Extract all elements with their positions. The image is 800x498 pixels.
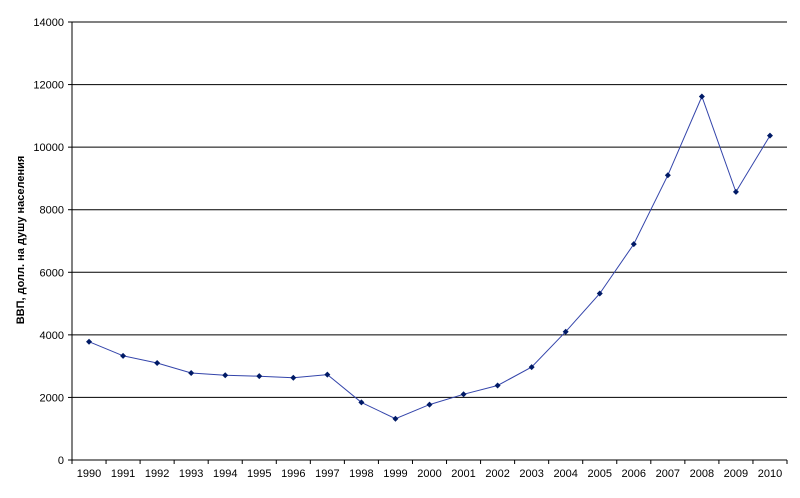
data-point [562,328,569,335]
data-point [154,360,161,367]
y-tick-label: 12000 [33,80,64,92]
data-point [86,338,93,345]
x-tick-label: 1994 [213,468,237,480]
data-point [664,172,671,179]
gridlines [72,21,787,398]
data-point [188,370,195,377]
x-tick-label: 2001 [451,468,475,480]
x-tick-label: 2009 [724,468,748,480]
data-point [460,391,467,398]
x-tick-label: 1999 [383,468,407,480]
y-tick-labels: 0 2000 4000 6000 8000 10000 12000 14000 [33,17,64,467]
x-tick-label: 1990 [77,468,101,480]
x-tick-label: 1996 [281,468,305,480]
x-tick-label: 2008 [690,468,714,480]
y-tick-label: 0 [58,455,64,467]
data-point [596,290,603,297]
x-tick-label: 2000 [417,468,441,480]
data-point [494,382,501,389]
x-tick-label: 2004 [553,468,577,480]
x-tick-labels: 1990 1991 1992 1993 1994 1995 1996 1997 1998 1999… [77,468,782,480]
x-tick-label: 1997 [315,468,339,480]
y-axis-label: ВВП, долл. на душу населения [15,156,27,325]
x-tick-label: 2003 [519,468,543,480]
data-point [222,372,229,379]
data-point [630,241,637,248]
y-tick-label: 2000 [40,392,64,404]
y-tick-label: 8000 [40,205,64,217]
y-tick-label: 6000 [40,267,64,279]
data-point [290,374,297,381]
x-tick-label: 1992 [145,468,169,480]
data-point [698,93,705,100]
axes [68,21,788,464]
data-point [392,415,399,422]
y-tick-label: 4000 [40,330,64,342]
x-tick-label: 1991 [111,468,135,480]
data-point [426,401,433,408]
data-point [732,188,739,195]
x-tick-label: 2010 [758,468,782,480]
x-tick-label: 1995 [247,468,271,480]
data-point [324,371,331,378]
x-tick-label: 2002 [485,468,509,480]
x-tick-label: 2007 [656,468,680,480]
y-tick-label: 10000 [33,142,64,154]
data-point [256,373,263,380]
data-point [766,132,773,139]
x-tick-label: 1998 [349,468,373,480]
x-tick-label: 1993 [179,468,203,480]
y-tick-label: 14000 [33,17,64,29]
x-tick-label: 2005 [587,468,611,480]
data-point [120,352,127,359]
data-point [358,399,365,406]
data-markers [86,93,773,422]
data-point [528,364,535,371]
x-tick-label: 2006 [622,468,646,480]
